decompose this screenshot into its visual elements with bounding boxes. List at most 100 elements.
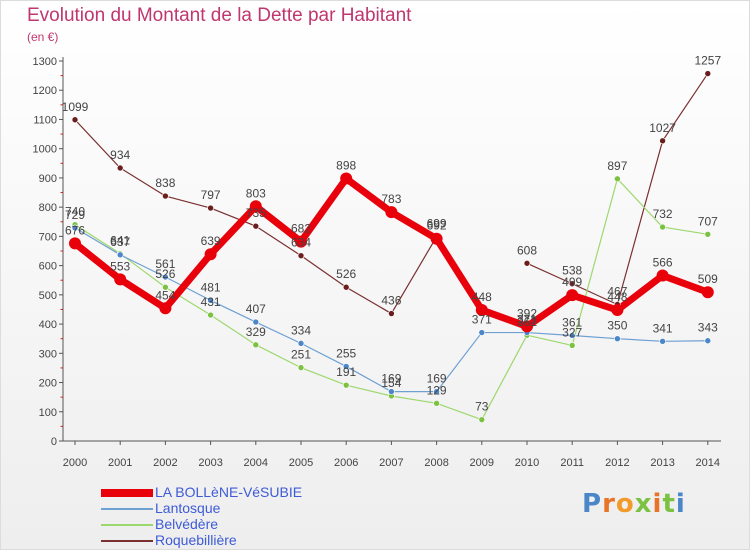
data-point — [249, 200, 262, 213]
y-tick-label: 800 — [39, 202, 57, 214]
data-label: 350 — [607, 319, 627, 333]
data-point — [116, 164, 124, 172]
data-point — [342, 363, 350, 370]
data-point — [207, 311, 214, 319]
data-point — [433, 399, 440, 407]
data-point — [116, 251, 124, 259]
y-tick-label: 100 — [39, 407, 57, 419]
x-tick-label: 2009 — [470, 457, 494, 469]
x-tick-label: 2001 — [108, 457, 132, 469]
logo-letter: P — [582, 489, 603, 519]
x-tick-label: 2011 — [560, 457, 584, 469]
y-tick-label: 0 — [51, 436, 57, 448]
chart-subtitle: (en €) — [27, 30, 59, 44]
legend-label: Belvédère — [155, 516, 219, 532]
data-label: 538 — [562, 264, 582, 278]
legend-label: LA BOLLèNE-VéSUBIE — [155, 484, 303, 500]
data-point — [162, 273, 169, 281]
data-point — [207, 297, 214, 304]
data-label: 191 — [336, 365, 356, 379]
data-label: 448 — [472, 290, 492, 304]
x-tick-label: 2014 — [696, 457, 720, 469]
data-point — [385, 206, 398, 219]
x-tick-label: 2004 — [244, 457, 268, 469]
data-point — [114, 273, 127, 286]
data-label: 371 — [517, 313, 537, 327]
legend-swatch — [101, 508, 153, 510]
data-point — [523, 259, 531, 267]
data-label: 73 — [475, 400, 489, 414]
data-label: 1257 — [694, 54, 721, 68]
data-point — [614, 175, 621, 183]
data-point — [159, 302, 172, 315]
data-point — [566, 289, 579, 302]
y-tick-label: 200 — [39, 378, 57, 390]
legend-swatch — [101, 540, 153, 542]
data-point — [478, 416, 486, 423]
data-label: 553 — [110, 259, 130, 273]
data-label: 361 — [562, 315, 582, 329]
data-point — [704, 337, 712, 345]
data-label: 735 — [246, 206, 266, 220]
logo-letter: i — [675, 489, 686, 519]
data-point — [207, 204, 214, 212]
data-label: 783 — [381, 192, 401, 206]
data-label: 154 — [381, 376, 401, 390]
data-point — [342, 283, 350, 291]
legend-swatch — [101, 489, 153, 497]
data-label: 526 — [155, 267, 175, 281]
logo-letter: t — [662, 489, 676, 519]
data-label: 327 — [562, 325, 582, 339]
chart-title: Evolution du Montant de la Dette par Hab… — [27, 5, 412, 26]
data-label: 371 — [472, 313, 492, 327]
x-tick-label: 2013 — [650, 457, 674, 469]
x-tick-label: 2000 — [63, 457, 87, 469]
data-point — [568, 280, 576, 288]
x-tick-label: 2008 — [424, 457, 448, 469]
data-label: 803 — [246, 186, 266, 200]
data-label: 436 — [381, 294, 401, 308]
data-point — [162, 283, 169, 291]
data-label: 797 — [201, 188, 221, 202]
y-tick-label: 700 — [39, 231, 57, 243]
data-point — [659, 338, 666, 345]
data-point — [342, 381, 350, 389]
data-point — [295, 235, 307, 248]
data-label: 251 — [291, 348, 311, 362]
data-point — [69, 237, 81, 250]
x-tick-label: 2003 — [198, 457, 222, 469]
data-label: 509 — [698, 272, 718, 286]
data-point — [252, 318, 260, 326]
data-point — [340, 172, 353, 185]
data-label: 566 — [653, 256, 673, 270]
y-tick-label: 1300 — [33, 56, 57, 68]
x-tick-label: 2006 — [334, 457, 358, 469]
data-label: 699 — [427, 217, 447, 231]
data-point — [521, 320, 533, 333]
data-label: 334 — [291, 323, 311, 337]
data-label: 1027 — [649, 121, 676, 135]
data-label: 692 — [427, 219, 447, 233]
data-point — [614, 335, 621, 342]
data-label: 1099 — [62, 100, 89, 114]
data-point — [704, 231, 712, 238]
data-label: 392 — [517, 306, 537, 320]
data-label: 341 — [653, 321, 673, 335]
logo-letter: i — [652, 489, 663, 519]
series-line-roquebilli-re — [526, 72, 709, 306]
data-label: 898 — [336, 159, 356, 173]
x-tick-label: 2005 — [289, 457, 313, 469]
data-label: 499 — [562, 275, 582, 289]
data-label: 676 — [65, 223, 85, 237]
data-label: 740 — [65, 205, 85, 219]
logo-letter: o — [615, 489, 635, 519]
y-tick-label: 1000 — [33, 144, 57, 156]
data-point — [297, 364, 305, 371]
data-label: 639 — [201, 234, 221, 248]
data-point — [252, 222, 260, 230]
data-point — [568, 342, 576, 349]
data-label: 526 — [336, 267, 356, 281]
data-label: 634 — [291, 236, 311, 250]
